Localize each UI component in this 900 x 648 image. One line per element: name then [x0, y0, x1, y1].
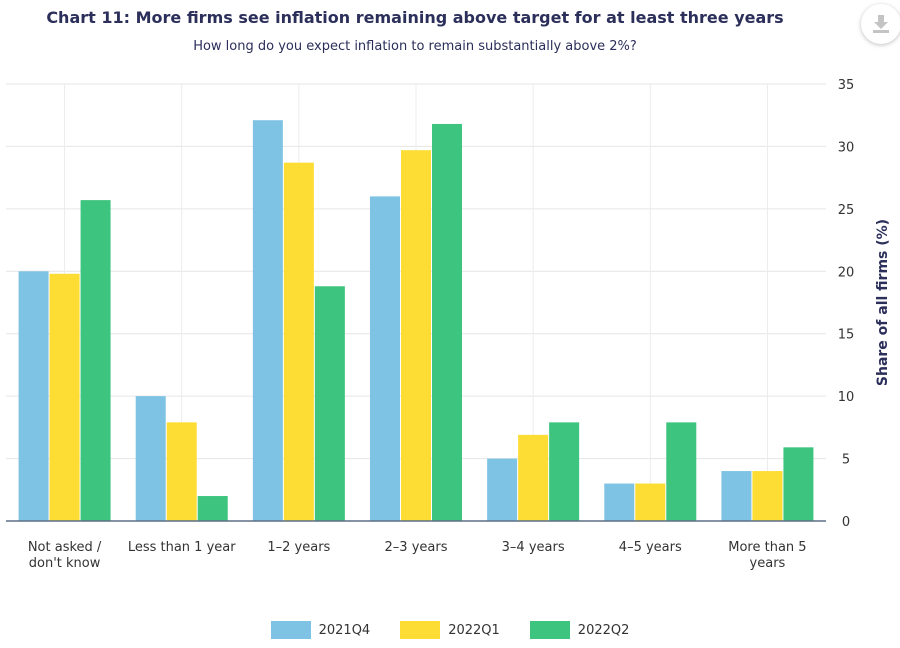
bar-2022Q1-4[interactable]: [518, 434, 549, 521]
legend-swatch: [270, 621, 311, 639]
y-tick-label: 0: [842, 515, 850, 530]
download-icon: [873, 15, 889, 33]
x-tick-label: 3–4 years: [502, 540, 565, 555]
y-tick-label: 20: [838, 265, 855, 280]
bar-2022Q1-6[interactable]: [752, 471, 783, 521]
bar-chart: 0 5 10 15 20 25 30 35 Not asked / don't know Less …: [6, 78, 891, 571]
y-tick-label: 5: [842, 453, 850, 468]
bar-2021Q4-1[interactable]: [135, 396, 166, 521]
chart-title: Chart 11: More firms see inflation remai…: [46, 8, 784, 27]
download-button[interactable]: [861, 4, 900, 44]
legend-swatch: [529, 621, 570, 639]
x-tick-label: Less than 1 year: [128, 540, 236, 555]
bar-2022Q2-6[interactable]: [783, 447, 814, 521]
bar-2022Q1-0[interactable]: [49, 273, 80, 521]
bar-2022Q1-2[interactable]: [283, 162, 314, 521]
x-tick-label: 1–2 years: [267, 540, 330, 555]
x-tick-label: Not asked / don't know: [28, 540, 102, 571]
y-tick-label: 25: [838, 203, 855, 218]
x-tick-label: More than 5 years: [728, 540, 806, 571]
legend-item-2022Q1[interactable]: 2022Q1: [400, 621, 500, 639]
bar-2022Q2-0[interactable]: [80, 200, 111, 522]
bar-2021Q4-5[interactable]: [604, 483, 635, 521]
bar-2022Q2-3[interactable]: [432, 123, 462, 521]
bar-2021Q4-3[interactable]: [370, 196, 400, 521]
y-tick-label: 30: [838, 140, 855, 155]
bar-2021Q4-4[interactable]: [487, 458, 518, 521]
x-tick-label: 2–3 years: [385, 540, 448, 555]
legend-label: 2021Q4: [318, 622, 371, 638]
y-tick-label: 15: [838, 328, 855, 343]
x-tick-label: 4–5 years: [619, 540, 682, 555]
legend-label: 2022Q2: [577, 622, 630, 638]
chart-subtitle: How long do you expect inflation to rema…: [193, 39, 637, 54]
legend-label: 2022Q1: [448, 622, 500, 638]
bar-2022Q2-2[interactable]: [314, 286, 345, 521]
bar-2022Q2-1[interactable]: [197, 496, 228, 521]
legend: 2021Q4 2022Q1 2022Q2: [0, 621, 900, 639]
bar-2021Q4-2[interactable]: [252, 120, 283, 522]
bar-2022Q2-4[interactable]: [549, 422, 580, 521]
legend-item-2022Q2[interactable]: 2022Q2: [529, 621, 630, 639]
bar-2022Q1-5[interactable]: [635, 483, 666, 521]
legend-swatch: [400, 621, 441, 639]
bar-2022Q1-3[interactable]: [401, 150, 431, 521]
y-tick-label: 35: [838, 78, 855, 93]
bar-2021Q4-6[interactable]: [721, 471, 752, 521]
y-axis-label: Share of all firms (%): [875, 219, 891, 386]
bar-2022Q2-5[interactable]: [666, 422, 697, 521]
bar-2021Q4-0[interactable]: [18, 271, 49, 521]
y-tick-label: 10: [838, 390, 855, 405]
bar-2022Q1-1[interactable]: [166, 422, 197, 521]
legend-item-2021Q4[interactable]: 2021Q4: [270, 621, 371, 639]
